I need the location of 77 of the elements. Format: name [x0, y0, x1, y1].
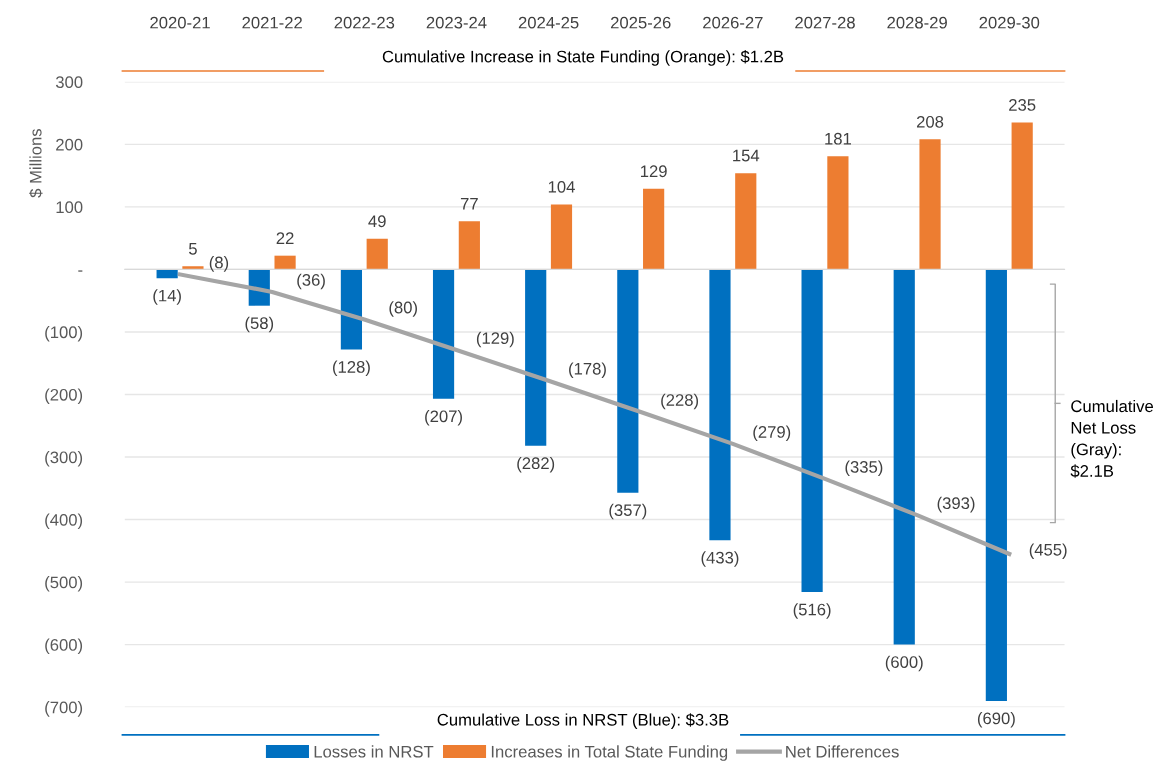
text: Cumulative Loss in NRST (Blue): $3.3B — [437, 713, 729, 729]
bar — [985, 269, 1007, 701]
bar — [432, 269, 455, 399]
x-tick-label: 2021-22 — [242, 16, 302, 29]
bar — [893, 269, 915, 645]
bar — [182, 266, 204, 270]
y-tick-label: - — [78, 270, 83, 272]
data-label: (516) — [793, 603, 831, 619]
data-label: 235 — [1009, 99, 1036, 111]
bar — [827, 156, 849, 270]
bar — [366, 238, 388, 270]
x-tick-label: 2020-21 — [150, 16, 210, 29]
y-tick-label: (600) — [45, 638, 83, 655]
data-label: (178) — [569, 362, 606, 378]
text: Cumulative Net Loss (Gray): $2.1B — [1070, 399, 1154, 478]
legend-label: Net Differences — [786, 745, 899, 758]
data-label: 154 — [733, 149, 760, 162]
x-tick-label: 2027-28 — [795, 16, 855, 29]
data-label: (8) — [209, 256, 229, 272]
bar — [274, 255, 296, 270]
x-tick-label: 2026-27 — [703, 16, 763, 29]
y-tick-label: 300 — [55, 76, 83, 89]
data-label: 104 — [548, 180, 575, 193]
bar — [340, 269, 363, 350]
data-label: (80) — [389, 301, 417, 317]
data-label: (207) — [425, 409, 462, 426]
data-label: (433) — [701, 551, 739, 567]
y-axis-title: $ Millions — [29, 128, 43, 198]
data-label: (335) — [845, 460, 883, 477]
data-label: 22 — [276, 232, 294, 244]
data-label: (36) — [297, 273, 325, 290]
data-label: (690) — [977, 712, 1015, 728]
data-label: (129) — [476, 331, 514, 348]
data-label: (14) — [153, 289, 181, 305]
bar — [919, 139, 941, 270]
x-tick-label: 2024-25 — [518, 16, 579, 29]
data-label: (282) — [517, 456, 555, 473]
bar — [525, 269, 547, 446]
bar — [550, 204, 573, 270]
x-tick-label: 2029-30 — [979, 16, 1040, 29]
x-tick-label: 2022-23 — [334, 16, 395, 29]
data-label: (357) — [609, 503, 647, 520]
data-label: 208 — [916, 115, 944, 128]
bar — [643, 188, 665, 270]
legend-label: Losses in NRST — [314, 745, 434, 758]
y-tick-label: (300) — [45, 450, 83, 467]
y-tick-label: (100) — [45, 325, 83, 342]
bar — [1011, 122, 1033, 270]
data-label: 129 — [641, 165, 667, 178]
bar — [458, 221, 480, 270]
data-label: (128) — [333, 360, 370, 377]
y-tick-label: 100 — [56, 201, 83, 214]
data-label: 77 — [460, 198, 478, 210]
bar — [801, 269, 823, 593]
y-tick-label: (200) — [45, 388, 83, 404]
y-tick-label: 200 — [56, 138, 83, 151]
data-label: (58) — [245, 316, 274, 333]
text: Cumulative Increase in State Funding (Orange): $1.2B — [382, 50, 784, 66]
data-label: (393) — [937, 496, 975, 513]
y-tick-label: (500) — [45, 576, 83, 592]
data-label: (455) — [1029, 543, 1067, 559]
data-label: 49 — [368, 215, 386, 228]
x-tick-label: 2028-29 — [887, 16, 947, 29]
data-label: (279) — [753, 425, 791, 442]
bar — [156, 269, 178, 279]
bar — [735, 173, 757, 270]
data-label: (228) — [661, 393, 699, 410]
bar — [617, 269, 639, 493]
x-tick-label: 2023-24 — [426, 16, 487, 29]
data-label: (600) — [885, 655, 923, 672]
bar — [709, 269, 731, 541]
data-label: 5 — [188, 243, 197, 255]
y-tick-label: (400) — [45, 513, 83, 530]
y-tick-label: (700) — [45, 701, 83, 717]
x-tick-label: 2025-26 — [610, 16, 671, 29]
legend-label: Increases in Total State Funding — [491, 745, 728, 761]
data-label: 181 — [825, 132, 851, 145]
